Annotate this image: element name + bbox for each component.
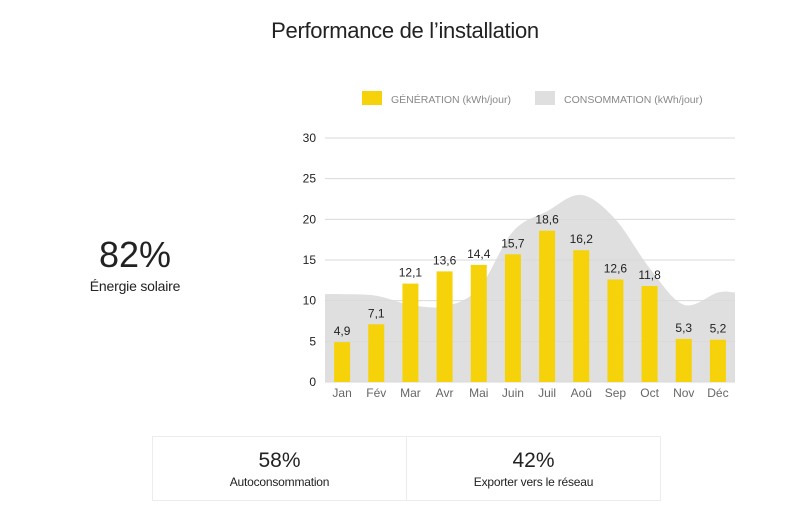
bar-value-label: 11,8 [638,268,661,282]
self-consumption-label: Autoconsommation [229,475,330,489]
bar-value-label: 5,2 [710,322,727,336]
generation-bar [675,338,692,382]
generation-bar [470,264,487,382]
x-tick-label: Juil [538,386,556,400]
generation-bar [573,250,590,382]
y-tick-label: 25 [303,172,317,186]
legend-consumption-swatch [535,91,555,105]
solar-energy-kpi: 82% Énergie solaire [60,234,210,295]
y-tick-label: 0 [309,375,316,389]
bar-value-label: 12,6 [604,262,628,276]
y-tick-label: 20 [303,212,317,226]
bar-value-label: 12,1 [399,266,423,280]
bar-value-label: 15,7 [501,236,525,250]
grid-export-card: 42% Exporter vers le réseau [406,437,660,500]
generation-bar [539,230,556,382]
x-tick-label: Aoû [571,386,592,400]
bar-value-label: 4,9 [334,324,351,338]
x-tick-label: Juin [502,386,524,400]
y-tick-label: 15 [303,253,317,267]
bar-value-label: 13,6 [433,253,457,267]
bar-value-label: 14,4 [467,247,491,261]
consumption-area [325,194,735,382]
y-tick-label: 10 [303,294,317,308]
summary-cards: 58% Autoconsommation 42% Exporter vers l… [152,436,661,501]
solar-energy-value: 82% [98,234,172,275]
generation-bar [368,324,385,382]
grid-export-value: 42% [512,449,555,472]
y-tick-label: 30 [303,131,317,145]
bar-value-label: 16,2 [570,232,594,246]
x-tick-label: Mar [400,386,421,400]
page-title: Performance de l’installation [271,18,539,43]
legend-generation-label: GÉNÉRATION (kWh/jour) [391,93,511,106]
x-tick-label: Mai [469,386,488,400]
x-tick-label: Avr [436,386,454,400]
generation-bar [402,283,419,382]
self-consumption-card: 58% Autoconsommation [153,437,406,500]
self-consumption-value: 58% [258,449,301,472]
bar-value-label: 7,1 [368,306,385,320]
solar-energy-label: Énergie solaire [89,278,181,294]
bar-value-label: 5,3 [675,321,692,335]
legend-consumption-label: CONSOMMATION (kWh/jour) [564,94,703,106]
generation-bar [641,286,658,382]
x-tick-label: Déc [707,386,728,400]
x-tick-label: Nov [673,386,694,400]
generation-bar [436,271,453,382]
generation-bar [607,279,624,382]
x-tick-label: Sep [605,386,627,400]
legend-generation-swatch [362,91,382,105]
performance-chart: 0 5 10 15 20 25 30 4,9 Jan 7,1 Fév 12,1 Mar 13,6 Avr 14… [303,91,735,400]
x-tick-label: Jan [332,386,351,400]
generation-bar [709,339,726,382]
x-tick-label: Fév [366,386,386,400]
y-tick-label: 5 [309,334,316,348]
grid-export-label: Exporter vers le réseau [473,475,594,489]
bar-value-label: 18,6 [535,213,559,227]
generation-bar [504,254,521,382]
x-tick-label: Oct [640,386,659,400]
generation-bar [334,342,351,382]
